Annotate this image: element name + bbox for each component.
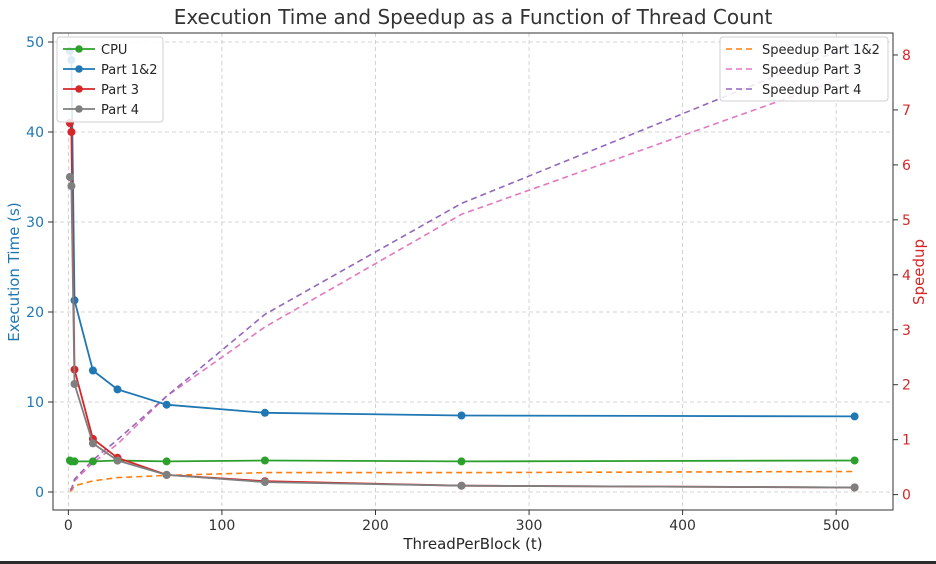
series-line-part-3 — [69, 122, 855, 489]
series-part-3 — [65, 119, 859, 492]
data-point-part-12 — [850, 412, 859, 421]
y2-tick-label: 0 — [902, 488, 911, 504]
legend-label: Part 3 — [101, 83, 139, 98]
series-speedup-part-3 — [69, 73, 855, 491]
legend-label: CPU — [101, 43, 127, 58]
data-point-cpu — [162, 457, 171, 466]
y2-tick-label: 6 — [902, 158, 911, 174]
legend-label: Speedup Part 4 — [762, 83, 861, 98]
legend-right: Speedup Part 1&2 Speedup Part 3 Speedup Pa… — [719, 36, 889, 102]
y2-tick-label: 8 — [902, 48, 911, 64]
series-line-part-12 — [69, 50, 855, 418]
data-point-cpu — [457, 457, 466, 466]
legend-label: Speedup Part 3 — [762, 63, 861, 78]
y-tick-label: 40 — [26, 125, 44, 141]
data-point-part-4 — [67, 182, 76, 190]
legend-marker — [75, 65, 83, 73]
data-point-part-12 — [457, 411, 466, 420]
bottom-border — [0, 561, 936, 564]
data-point-part-4 — [88, 439, 97, 448]
legend-marker — [75, 105, 83, 113]
data-point-part-3 — [67, 128, 76, 136]
legend-left: CPU Part 1&2 Part 3 Part 4 — [56, 36, 164, 123]
series-part-4 — [65, 173, 859, 492]
data-point-part-4 — [457, 481, 466, 490]
legend-left-box — [56, 36, 164, 123]
series-line-speedup-part-4 — [69, 43, 855, 490]
legend-label: Part 1&2 — [101, 63, 157, 78]
series-cpu — [65, 456, 859, 466]
data-point-part-12 — [162, 400, 171, 409]
data-point-cpu — [850, 456, 859, 465]
x-tick-label: 100 — [209, 518, 236, 534]
y-axis-label: Execution Time (s) — [5, 202, 23, 341]
y2-tick-label: 1 — [902, 433, 911, 449]
series-speedup-part-4 — [69, 43, 855, 490]
legend-marker — [75, 85, 83, 93]
y2-axis-label: Speedup — [910, 239, 928, 305]
x-axis-label: ThreadPerBlock (t) — [402, 535, 542, 553]
y-tick-label: 10 — [26, 395, 44, 411]
x-tick-label: 300 — [516, 518, 543, 534]
data-point-part-4 — [260, 478, 269, 487]
y-tick-label: 50 — [26, 35, 44, 51]
legend-label: Part 4 — [101, 103, 139, 118]
data-point-part-4 — [113, 456, 122, 465]
legend-label: Speedup Part 1&2 — [762, 43, 880, 58]
x-tick-label: 0 — [64, 518, 73, 534]
y-tick-label: 20 — [26, 305, 44, 321]
y2-tick-label: 3 — [902, 323, 911, 339]
x-tick-label: 500 — [823, 518, 850, 534]
x-tick-label: 200 — [362, 518, 389, 534]
series-line-speedup-part-3 — [69, 73, 855, 491]
y2-tick-label: 4 — [902, 268, 911, 284]
y2-tick-label: 2 — [902, 378, 911, 394]
series-part-12 — [65, 47, 859, 421]
series-layer — [65, 43, 859, 492]
grid — [53, 33, 893, 510]
legend-marker — [75, 45, 83, 53]
data-point-part-4 — [70, 380, 79, 388]
data-point-cpu — [260, 456, 269, 465]
data-point-cpu — [70, 457, 79, 466]
legend-right-box — [719, 36, 889, 102]
data-point-part-12 — [113, 385, 122, 394]
data-point-part-4 — [850, 483, 859, 492]
y2-tick-label: 7 — [902, 103, 911, 119]
data-point-part-4 — [162, 470, 171, 479]
data-point-part-4 — [65, 173, 74, 181]
chart-title: Execution Time and Speedup as a Function… — [174, 5, 773, 29]
y-tick-label: 0 — [35, 485, 44, 501]
data-point-part-12 — [88, 366, 97, 375]
x-tick-label: 400 — [669, 518, 696, 534]
plot-frame — [52, 32, 894, 511]
y-tick-label: 30 — [26, 215, 44, 231]
data-point-part-12 — [260, 408, 269, 417]
series-line-part-4 — [69, 176, 855, 489]
y2-tick-label: 5 — [902, 213, 911, 229]
data-point-cpu — [88, 457, 97, 466]
